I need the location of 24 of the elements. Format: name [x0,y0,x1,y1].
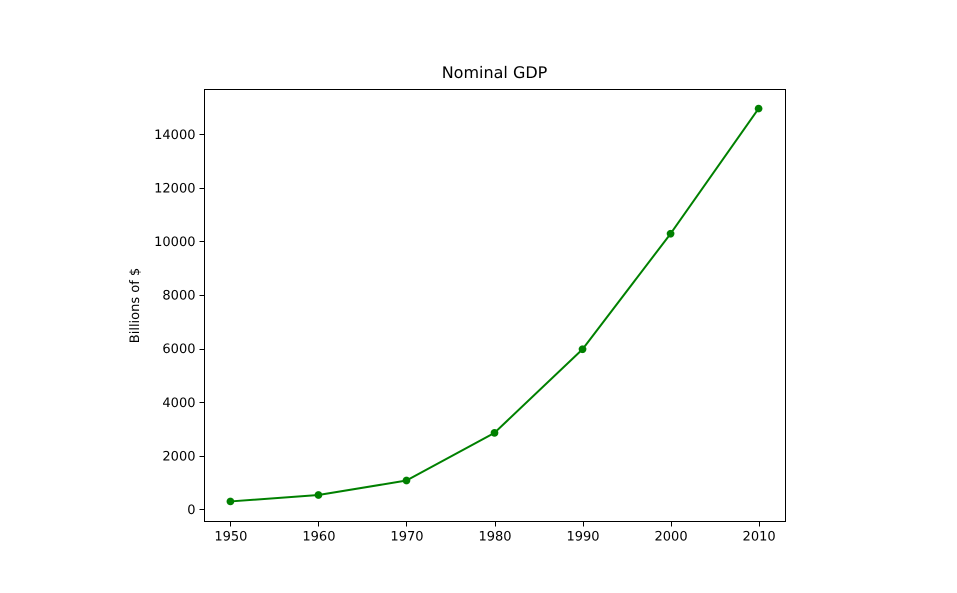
y-tick-label: 2000 [162,449,196,464]
point [754,104,762,112]
x-tick-label: 2000 [654,530,688,544]
y-tick-label: 8000 [162,288,196,304]
point [402,476,410,484]
point [578,345,586,354]
point [226,498,234,506]
x-tick-label: 2010 [742,530,776,544]
y-tick-label: 4000 [162,396,196,411]
x-tick-label: 1960 [302,530,336,544]
y-tick-label: 10000 [154,234,196,250]
y-axis-title: Billions of $ [128,268,144,344]
chart-title: Nominal GDP [442,63,548,82]
y-tick-label: 6000 [162,342,196,358]
y-tick-label: 12000 [154,181,196,196]
x-tick-label: 1950 [214,530,248,544]
y-tick-label: 0 [187,502,196,518]
x-tick-label: 1980 [478,530,512,544]
point [666,230,674,238]
point [314,491,322,499]
x-tick-label: 1990 [566,530,600,544]
x-tick-label: 1970 [390,530,424,544]
point [490,428,498,437]
y-tick-label: 14000 [154,128,196,143]
